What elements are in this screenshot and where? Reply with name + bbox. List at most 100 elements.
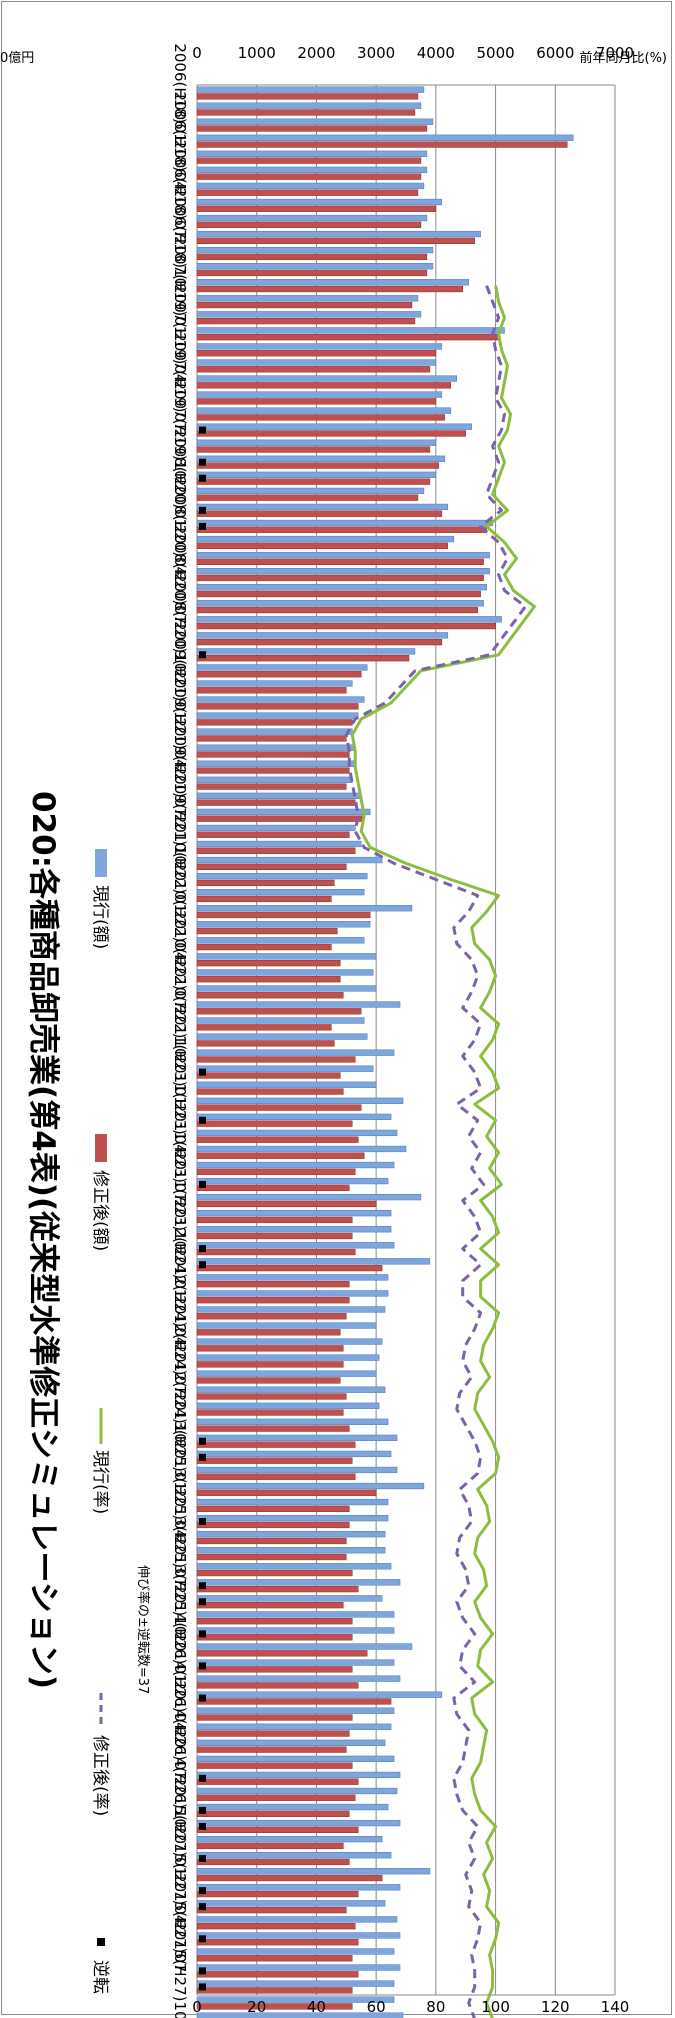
bar-current: [196, 1835, 383, 1843]
bar-revised: [196, 799, 356, 806]
x-tick-label: 2015(H27)10: [171, 1921, 189, 2018]
right-tick-label: 100: [481, 1998, 510, 2016]
bar-revised: [196, 1393, 347, 1400]
reversal-marker: [199, 1116, 206, 1124]
bar-current: [196, 1498, 389, 1506]
bar-revised: [196, 1409, 344, 1416]
bar-revised: [196, 751, 350, 758]
x-tick-label: 2011(H23)04: [171, 1055, 189, 1154]
bar-current: [196, 1322, 377, 1329]
bar-revised: [196, 831, 350, 838]
bar-current: [196, 905, 413, 912]
reversal-marker: [199, 1774, 206, 1782]
bar-revised: [196, 382, 452, 389]
bar-revised: [196, 1874, 383, 1882]
bar-revised: [196, 590, 481, 598]
bar-revised: [196, 478, 431, 485]
right-tick-label: 0: [192, 1998, 202, 2016]
reversal-marker: [199, 506, 206, 514]
x-tick-label: 2013(H25)04: [171, 1440, 189, 1539]
bar-revised: [196, 574, 484, 582]
legend-label: 現行(額): [90, 885, 110, 949]
bar-current: [196, 1627, 395, 1634]
bar-current: [196, 744, 356, 751]
bar-revised: [196, 366, 431, 373]
bar-revised: [196, 863, 347, 870]
bar-current: [196, 471, 437, 478]
bar-current: [196, 1033, 368, 1040]
bar-revised: [196, 1730, 350, 1737]
bar-revised: [196, 109, 416, 116]
bar-revised: [196, 1553, 347, 1561]
reversal-marker: [199, 474, 206, 482]
bar-revised: [196, 1955, 353, 1962]
bar-revised: [196, 1056, 356, 1063]
bar-revised: [196, 1184, 350, 1191]
bar-current: [196, 1418, 389, 1425]
bar-current: [196, 150, 428, 157]
x-tick-label: 2012(H24)07: [171, 1295, 189, 1394]
x-tick-label: 2008(H20)04: [171, 477, 189, 576]
bar-revised: [196, 1505, 350, 1512]
legend-label: 現行(率): [90, 1450, 110, 1514]
reversal-marker: [199, 1967, 206, 1975]
bar-revised: [196, 205, 437, 212]
bar-current: [196, 600, 484, 607]
bar-revised: [196, 1682, 359, 1689]
bar-current: [196, 872, 368, 880]
bar-revised: [196, 1778, 359, 1785]
bar-revised: [196, 494, 419, 501]
reversal-marker: [199, 458, 206, 466]
bar-revised: [196, 1939, 359, 1946]
bar-revised: [196, 269, 428, 277]
chart-title: 020:各種商品卸売業(第4表)(従来型水準修正シミュレーション): [25, 791, 61, 1689]
bar-current: [196, 712, 359, 719]
bar-revised: [196, 542, 449, 549]
bar-current: [196, 551, 490, 559]
bar-revised: [196, 927, 338, 935]
bar-current: [196, 808, 371, 816]
bar-current: [196, 455, 446, 462]
bar-current: [196, 1771, 401, 1779]
bar-current: [196, 1097, 404, 1104]
bar-current: [196, 230, 481, 238]
x-tick-label: 2014(H26)10: [171, 1729, 189, 1828]
bar-current: [196, 953, 377, 960]
x-tick-label: 2007(H19)10: [171, 380, 189, 479]
legend-label: 逆転: [90, 1960, 110, 1994]
bar-revised: [196, 1072, 341, 1079]
x-tick-label: 2007(H19)04: [171, 284, 189, 383]
bar-current: [196, 503, 449, 511]
bar-current: [196, 1210, 392, 1217]
bar-revised: [196, 253, 428, 261]
x-tick-label: 2012(H24)01: [171, 1199, 189, 1298]
bar-current: [196, 1819, 401, 1827]
bar-revised: [196, 1152, 365, 1159]
bar-revised: [196, 895, 332, 903]
bar-current: [196, 856, 383, 864]
line-current-rate: [350, 285, 536, 2018]
bar-current: [196, 1354, 380, 1361]
bar-revised: [196, 1136, 359, 1143]
bar-current: [196, 664, 368, 671]
bar-revised: [196, 237, 475, 245]
bar-revised: [196, 671, 362, 678]
left-tick-label: 2000: [297, 44, 335, 62]
bar-current: [196, 1659, 395, 1666]
bar-revised: [196, 1762, 353, 1769]
x-tick-label: 2010(H22)07: [171, 910, 189, 1009]
bar-current: [196, 1017, 365, 1024]
bar-current: [196, 1916, 398, 1923]
bar-revised: [196, 1024, 332, 1031]
legend-swatch: [95, 849, 107, 877]
bar-current: [196, 680, 353, 687]
bar-revised: [196, 783, 347, 790]
left-tick-label: 6000: [536, 44, 574, 62]
right-axis-unit: 前年同月比(%): [580, 50, 668, 66]
bar-revised: [196, 1521, 350, 1529]
bar-revised: [196, 1842, 344, 1850]
left-tick-label: 5000: [476, 44, 514, 62]
bar-current: [196, 1258, 431, 1265]
bar-current: [196, 1595, 383, 1602]
